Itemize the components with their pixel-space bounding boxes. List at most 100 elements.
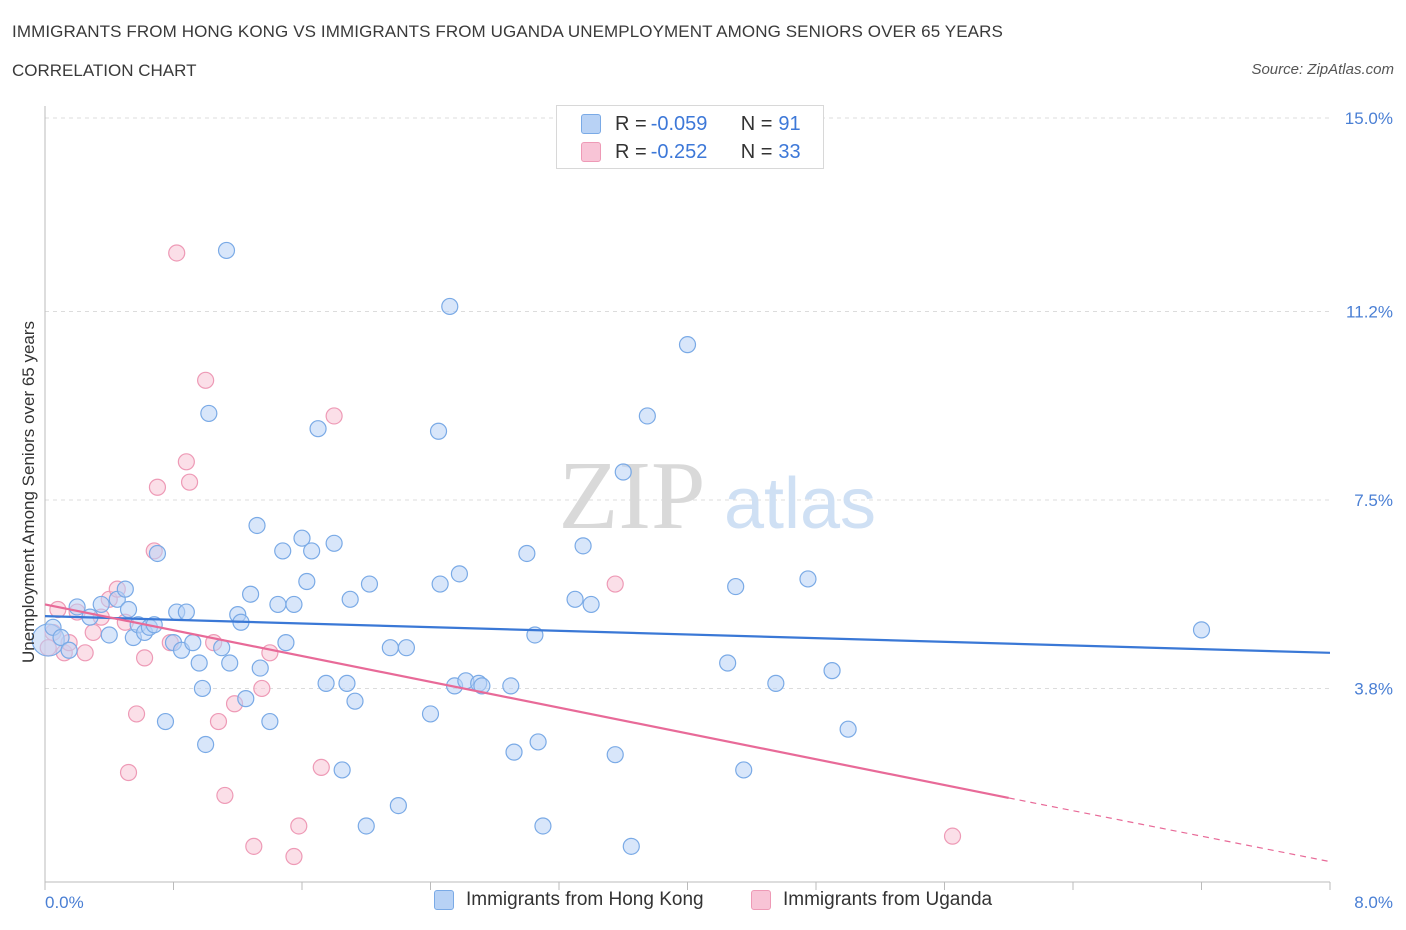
trend-lines	[44, 603, 1331, 863]
data-point-uganda	[285, 847, 303, 866]
data-point-uganda	[312, 758, 330, 777]
data-point-hongkong	[614, 463, 632, 481]
data-point-uganda	[253, 679, 271, 698]
data-point-hongkong	[298, 572, 316, 591]
legend-swatch-hongkong	[581, 114, 601, 134]
data-point-hongkong	[502, 677, 520, 695]
legend-swatch-uganda	[581, 142, 601, 162]
data-point-hongkong	[197, 735, 215, 754]
series-uganda-points	[39, 244, 962, 866]
legend-n-label: N =	[740, 140, 773, 163]
data-point-hongkong	[293, 529, 311, 547]
chart-title: IMMIGRANTS FROM HONG KONG VS IMMIGRANTS …	[12, 22, 1003, 41]
data-point-hongkong	[251, 659, 269, 677]
watermark: ZIP atlas	[559, 442, 877, 550]
y-axis-label: Unemployment Among Seniors over 65 years	[19, 321, 38, 663]
data-point-hongkong	[303, 542, 321, 560]
data-point-uganda	[209, 712, 228, 731]
data-point-uganda	[245, 837, 263, 855]
trend-line-uganda	[44, 603, 1009, 800]
data-point-uganda	[216, 786, 234, 805]
data-point-uganda	[76, 644, 94, 662]
data-point-hongkong	[269, 595, 287, 614]
data-point-hongkong	[341, 590, 359, 608]
legend-item-hongkong: Immigrants from Hong Kong	[434, 889, 704, 911]
data-point-uganda	[177, 453, 195, 471]
y-tick-label: 3.8%	[1354, 679, 1393, 698]
data-point-hongkong	[242, 585, 260, 603]
data-point-hongkong	[767, 674, 785, 692]
data-point-hongkong	[190, 654, 208, 672]
data-point-hongkong	[397, 639, 416, 657]
data-point-hongkong	[534, 817, 552, 835]
data-point-uganda	[290, 817, 308, 835]
data-point-hongkong	[217, 241, 236, 260]
data-point-hongkong	[285, 595, 303, 614]
data-point-hongkong	[473, 677, 491, 695]
data-point-hongkong	[421, 705, 440, 723]
data-point-hongkong	[100, 626, 118, 644]
data-point-hongkong	[346, 692, 364, 710]
watermark-atlas: atlas	[724, 464, 876, 544]
legend-label-uganda: Immigrants from Uganda	[783, 889, 993, 910]
data-point-uganda	[127, 705, 146, 723]
data-point-hongkong	[431, 575, 449, 593]
data-point-hongkong	[248, 516, 266, 535]
data-point-uganda	[325, 407, 343, 425]
data-point-uganda	[943, 827, 962, 845]
data-point-uganda	[135, 649, 154, 667]
data-point-hongkong	[333, 761, 351, 779]
legend-r-label: R =	[615, 140, 647, 163]
data-point-hongkong	[221, 654, 239, 672]
data-point-hongkong	[148, 544, 167, 563]
legend-n-value: 33	[778, 140, 801, 163]
stats-legend: R = -0.059 N = 91 R = -0.252 N = 33	[556, 105, 824, 169]
chart-subtitle: CORRELATION CHART	[12, 61, 197, 80]
data-point-hongkong	[60, 641, 78, 659]
legend-row-hongkong: R = -0.059 N = 91	[581, 111, 801, 137]
data-point-hongkong	[505, 743, 523, 761]
data-point-hongkong	[177, 603, 195, 621]
y-tick-label: 15.0%	[1345, 109, 1393, 128]
x-tick-label: 8.0%	[1354, 893, 1393, 912]
y-tick-label: 7.5%	[1354, 491, 1393, 510]
legend-swatch-uganda	[751, 890, 771, 910]
data-point-uganda	[119, 763, 138, 782]
legend-item-uganda: Immigrants from Uganda	[751, 889, 992, 911]
data-point-hongkong	[638, 407, 656, 425]
data-point-hongkong	[429, 422, 448, 440]
data-point-hongkong	[317, 674, 335, 692]
legend-r-label: R =	[615, 112, 647, 135]
data-point-uganda	[148, 478, 167, 496]
data-point-hongkong	[799, 570, 817, 588]
data-point-uganda	[168, 244, 186, 262]
data-point-uganda	[261, 644, 279, 662]
data-point-hongkong	[566, 590, 584, 608]
data-point-uganda	[606, 575, 624, 593]
data-point-hongkong	[200, 404, 218, 423]
data-point-hongkong	[274, 542, 292, 560]
trend-line-uganda-extrapolated	[1008, 797, 1331, 863]
data-point-hongkong	[727, 577, 745, 596]
data-point-uganda	[84, 623, 102, 642]
data-point-hongkong	[582, 595, 600, 614]
x-tick-label: 0.0%	[45, 893, 84, 912]
data-point-hongkong	[678, 336, 697, 354]
data-point-hongkong	[823, 662, 841, 680]
legend-row-uganda: R = -0.252 N = 33	[581, 139, 801, 165]
data-point-hongkong	[839, 720, 857, 738]
data-point-hongkong	[735, 761, 753, 779]
data-point-hongkong	[441, 297, 459, 316]
legend-n-value: 91	[778, 112, 801, 135]
data-point-hongkong	[719, 654, 737, 672]
data-point-uganda	[49, 600, 67, 619]
data-point-hongkong	[116, 580, 134, 598]
data-point-hongkong	[518, 544, 536, 563]
data-point-hongkong	[450, 565, 469, 583]
data-point-hongkong	[606, 746, 624, 764]
data-point-hongkong	[92, 595, 110, 614]
legend-swatch-hongkong	[434, 890, 454, 910]
data-point-hongkong	[277, 634, 295, 652]
legend-r-value: -0.059	[650, 112, 708, 135]
